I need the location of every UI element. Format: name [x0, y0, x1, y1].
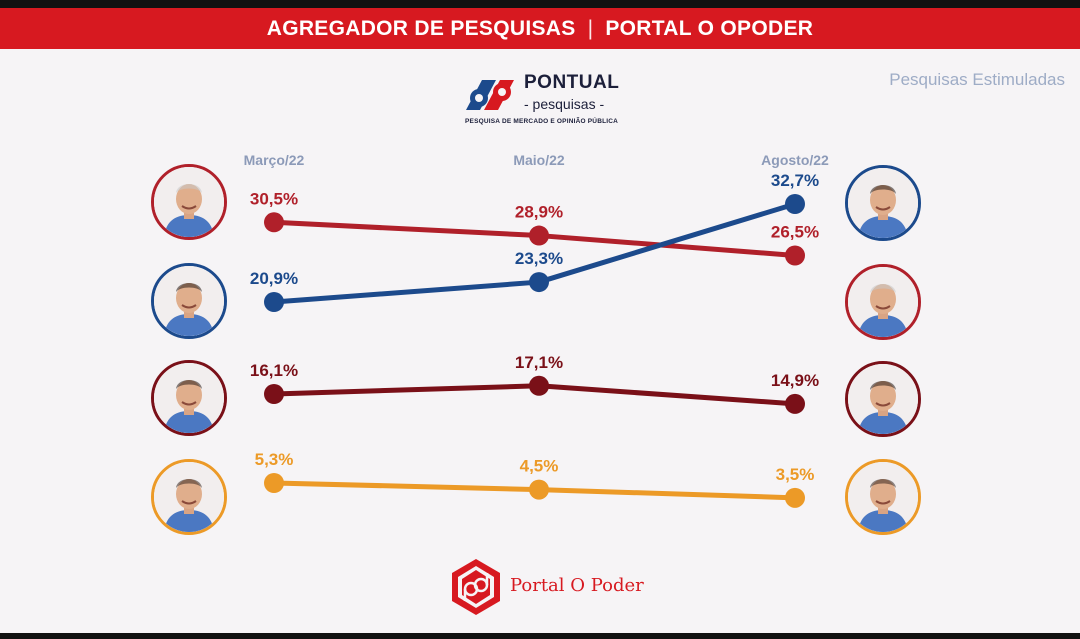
data-point-s2: [529, 272, 549, 293]
pontual-name: PONTUAL: [524, 72, 620, 93]
data-point-s3: [264, 384, 284, 404]
category-label: Março/22: [244, 152, 305, 168]
data-point-s2: [264, 292, 284, 312]
pontual-logo: PONTUAL - pesquisas - PESQUISA DE MERCAD…: [462, 70, 622, 130]
category-label: Maio/22: [513, 152, 565, 168]
avatar-right-s2: [845, 165, 921, 241]
avatar-right-s3: [845, 361, 921, 437]
data-label-s4: 4,5%: [520, 457, 559, 476]
data-label-s2: 20,9%: [250, 269, 298, 288]
data-point-s2: [785, 194, 805, 214]
avatar-left-s4: [151, 459, 227, 535]
header-title-left: AGREGADOR DE PESQUISAS: [266, 16, 576, 40]
data-label-s4: 5,3%: [255, 450, 294, 469]
data-label-s2: 23,3%: [515, 249, 563, 268]
data-label-s2: 32,7%: [771, 171, 819, 190]
data-point-s4: [264, 473, 284, 493]
portal-o-poder-logo: Portal O Poder: [448, 557, 648, 617]
bottom-border: [0, 633, 1080, 639]
data-label-s1: 30,5%: [250, 189, 298, 208]
pontual-logo-icon: [466, 80, 514, 110]
portal-o-poder-name: Portal O Poder: [510, 575, 644, 596]
data-point-s3: [529, 375, 549, 396]
data-label-s3: 16,1%: [250, 361, 298, 380]
category-label: Agosto/22: [761, 152, 829, 168]
pontual-tagline: PESQUISA DE MERCADO E OPINIÃO PÚBLICA: [465, 118, 619, 125]
avatar-left-s3: [151, 360, 227, 436]
data-label-s3: 14,9%: [771, 371, 819, 390]
data-label-s4: 3,5%: [776, 465, 815, 484]
data-point-s4: [529, 479, 549, 500]
data-point-s3: [785, 393, 805, 414]
data-label-s1: 26,5%: [771, 222, 819, 241]
avatar-left-s2: [151, 263, 227, 339]
data-label-s3: 17,1%: [515, 353, 563, 372]
data-label-s1: 28,9%: [515, 203, 563, 222]
avatar-right-s4: [845, 459, 921, 535]
pontual-subtitle: - pesquisas -: [524, 96, 605, 112]
data-point-s4: [785, 487, 805, 508]
header-bar: AGREGADOR DE PESQUISAS | PORTAL O OPODER: [0, 8, 1080, 49]
portal-o-poder-icon: [452, 559, 500, 615]
data-point-s1: [785, 245, 805, 266]
data-point-s1: [529, 225, 549, 246]
avatar-right-s1: [845, 264, 921, 340]
header-separator: |: [587, 16, 594, 40]
avatar-left-s1: [151, 164, 227, 240]
chart-subtitle: Pesquisas Estimuladas: [889, 70, 1065, 89]
top-border: [0, 0, 1080, 8]
header-title-right: PORTAL O OPODER: [605, 16, 814, 40]
data-point-s1: [264, 212, 284, 233]
